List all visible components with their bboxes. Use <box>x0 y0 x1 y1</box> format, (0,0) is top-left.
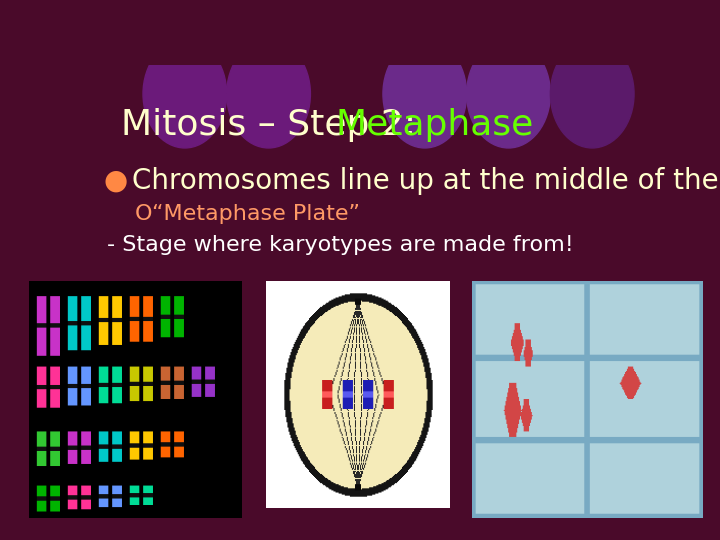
Ellipse shape <box>143 40 227 148</box>
Ellipse shape <box>550 40 634 148</box>
Ellipse shape <box>467 40 550 148</box>
Text: Metaphase: Metaphase <box>336 109 534 143</box>
Text: O“Metaphase Plate”: O“Metaphase Plate” <box>135 204 360 224</box>
Text: ●: ● <box>104 167 128 195</box>
Text: - Stage where karyotypes are made from!: - Stage where karyotypes are made from! <box>107 235 574 255</box>
Ellipse shape <box>383 40 467 148</box>
Text: Chromosomes line up at the middle of the cell: Chromosomes line up at the middle of the… <box>132 167 720 195</box>
Ellipse shape <box>227 40 310 148</box>
Text: Mitosis – Step 2:: Mitosis – Step 2: <box>121 109 427 143</box>
